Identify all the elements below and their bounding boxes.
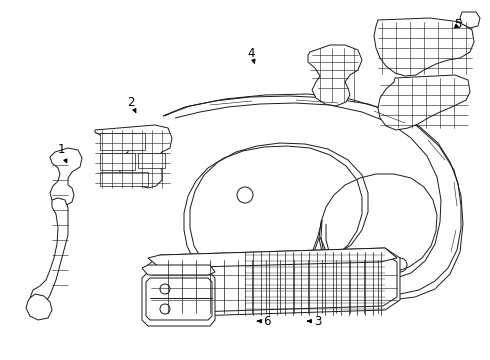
Polygon shape bbox=[146, 278, 212, 320]
Polygon shape bbox=[378, 75, 470, 130]
Polygon shape bbox=[460, 12, 480, 28]
Polygon shape bbox=[100, 172, 148, 186]
Text: 5: 5 bbox=[454, 18, 462, 31]
Polygon shape bbox=[151, 253, 397, 313]
Polygon shape bbox=[142, 265, 215, 275]
Polygon shape bbox=[50, 148, 82, 206]
Polygon shape bbox=[100, 153, 135, 170]
Polygon shape bbox=[374, 18, 474, 76]
Polygon shape bbox=[138, 153, 165, 168]
Polygon shape bbox=[142, 272, 215, 326]
Text: 2: 2 bbox=[127, 96, 136, 112]
Polygon shape bbox=[308, 45, 362, 106]
Text: 3: 3 bbox=[308, 315, 321, 328]
Text: 1: 1 bbox=[57, 143, 67, 163]
Polygon shape bbox=[26, 294, 52, 320]
Polygon shape bbox=[30, 198, 68, 308]
Polygon shape bbox=[95, 125, 172, 188]
Polygon shape bbox=[148, 248, 400, 317]
Polygon shape bbox=[100, 133, 145, 150]
Polygon shape bbox=[148, 248, 397, 268]
Text: 4: 4 bbox=[247, 47, 255, 63]
Text: 6: 6 bbox=[258, 315, 271, 328]
